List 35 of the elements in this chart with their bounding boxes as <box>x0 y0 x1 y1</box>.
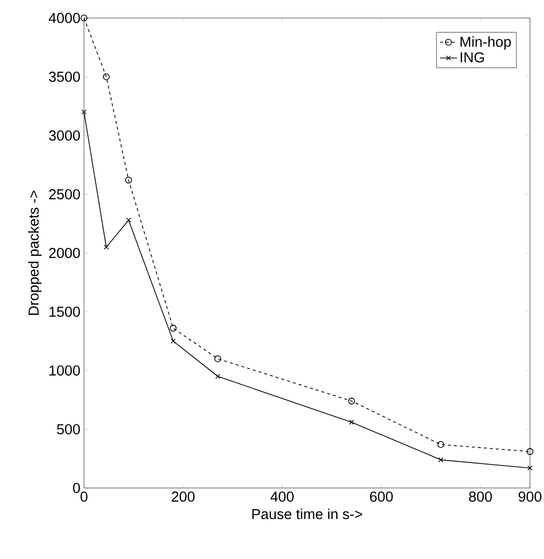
point <box>170 338 176 344</box>
point <box>104 244 109 250</box>
point <box>80 14 88 22</box>
y-tick-label: 500 <box>57 424 80 434</box>
point <box>214 355 222 362</box>
y-tick-label: 2000 <box>49 248 80 258</box>
point <box>81 109 87 115</box>
legend-label: ING <box>460 52 484 62</box>
point <box>126 218 132 223</box>
x-tick-label: 600 <box>370 492 393 502</box>
y-tick-label: 2500 <box>49 189 80 200</box>
point <box>102 73 110 80</box>
y-tick-label: 1500 <box>50 306 80 317</box>
x-tick-label: 900 <box>518 492 542 502</box>
x-tick-label: 200 <box>172 492 195 502</box>
y-tick-label: 4000 <box>48 12 80 24</box>
point <box>526 448 534 455</box>
point <box>437 441 444 448</box>
point <box>348 398 355 404</box>
x-tick-label: 0 <box>80 492 88 502</box>
point <box>215 374 220 379</box>
y-axis-title: Dropped packets -> <box>28 190 42 315</box>
point <box>438 457 444 462</box>
x-tick-label: 800 <box>469 492 492 502</box>
legend-label: Min-hop <box>460 36 511 50</box>
point <box>125 176 132 184</box>
y-tick-label: 3000 <box>48 130 80 141</box>
y-tick-label: 1000 <box>50 365 80 376</box>
point <box>349 420 354 425</box>
point <box>170 324 177 332</box>
point <box>527 466 533 471</box>
x-tick-label: 400 <box>270 492 294 502</box>
y-tick-label: 3500 <box>48 72 80 82</box>
y-tick-label: 0 <box>73 482 80 494</box>
x-axis-title: Pause time in s-> <box>252 508 362 520</box>
